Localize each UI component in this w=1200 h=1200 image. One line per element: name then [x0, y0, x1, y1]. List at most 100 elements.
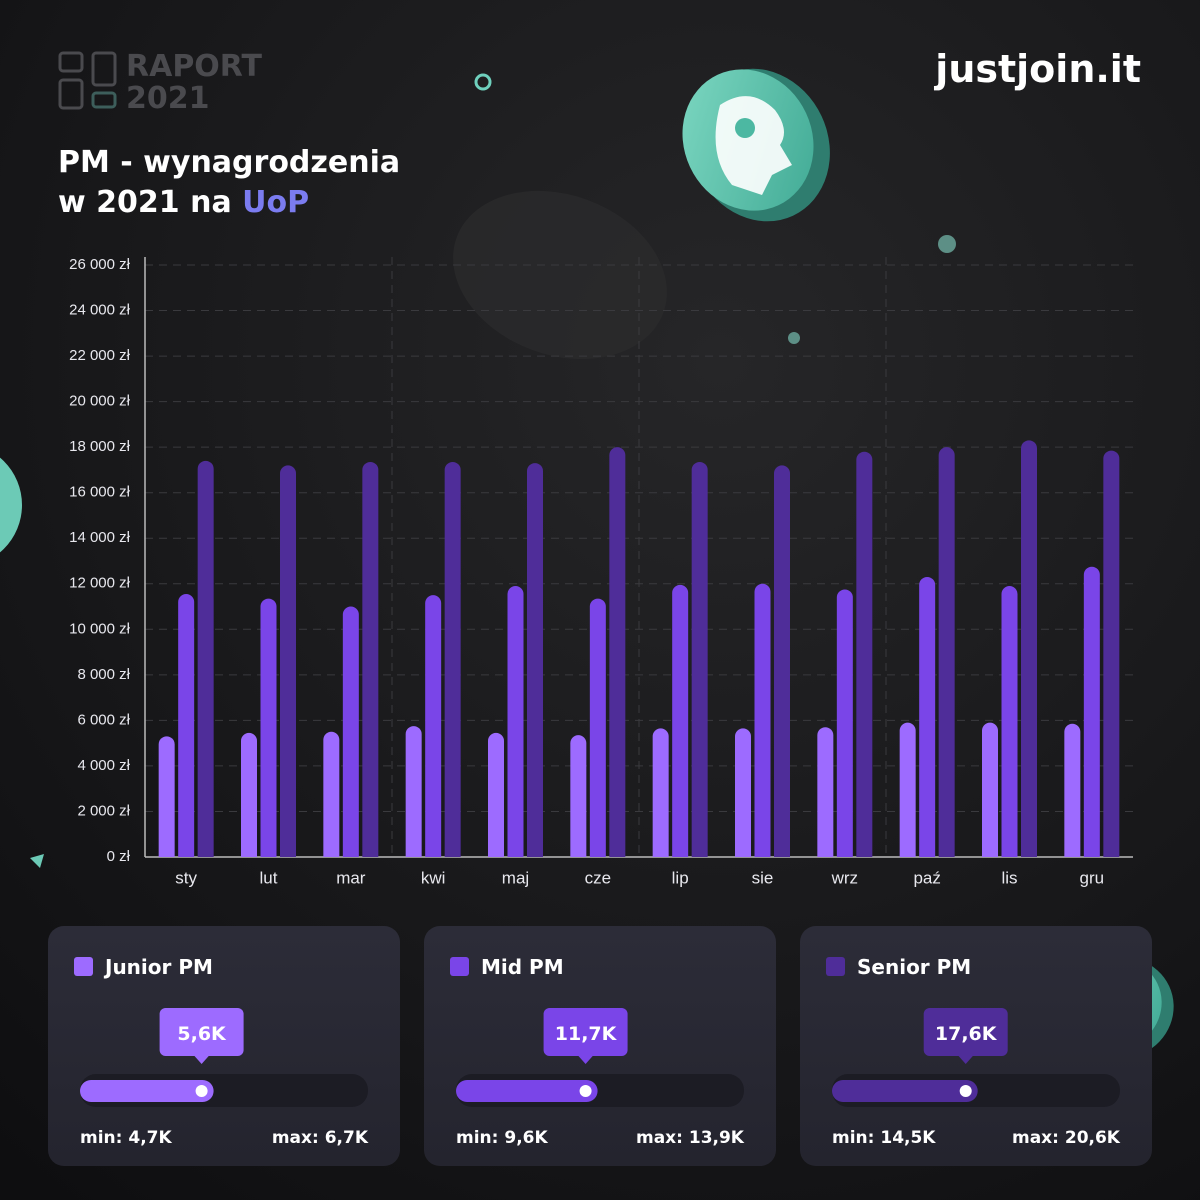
legend-label: Mid PM — [481, 955, 564, 979]
max-label: max: 6,7K — [272, 1128, 369, 1148]
bar — [856, 451, 873, 857]
x-tick-label: maj — [502, 868, 529, 887]
bar — [342, 606, 359, 857]
slider-knob — [959, 1085, 972, 1097]
bar — [754, 583, 771, 857]
legend-swatch — [826, 957, 845, 976]
y-tick-label: 26 000 zł — [69, 256, 131, 273]
slider-fill — [832, 1080, 978, 1102]
bar — [323, 731, 340, 857]
report-logo — [58, 51, 117, 110]
x-tick-label: wrz — [831, 868, 858, 887]
bar — [938, 447, 955, 857]
x-tick-label: lis — [1001, 868, 1017, 887]
bar — [836, 589, 853, 857]
y-tick-label: 20 000 zł — [69, 393, 131, 410]
bar — [1083, 566, 1100, 857]
bar — [158, 736, 175, 857]
bar — [507, 586, 524, 857]
subtitle-text: w 2021 na — [58, 185, 232, 220]
bar — [197, 460, 214, 857]
value-bubble-pointer — [577, 1055, 594, 1064]
bar — [609, 447, 626, 857]
report-label: RAPORT — [126, 49, 263, 84]
slider-knob — [195, 1085, 208, 1097]
bar — [527, 463, 543, 857]
bar — [570, 735, 587, 857]
y-tick-label: 8 000 zł — [77, 666, 130, 683]
bar — [488, 732, 504, 857]
x-tick-label: lip — [672, 868, 689, 887]
bar — [260, 598, 277, 857]
chart: 0 zł 2 000 zł 4 000 zł 6 000 zł 8 000 zł 10 0… — [69, 256, 1133, 887]
bar — [982, 722, 998, 857]
bar — [774, 465, 790, 857]
x-tick-label: sie — [752, 868, 774, 887]
min-label: min: 9,6K — [456, 1128, 548, 1148]
y-tick-label: 16 000 zł — [69, 484, 131, 501]
bar — [919, 576, 936, 857]
bar — [362, 461, 379, 857]
bar — [735, 728, 751, 857]
max-label: max: 13,9K — [636, 1128, 745, 1148]
report-year: 2021 — [126, 81, 210, 116]
legend-label: Junior PM — [103, 955, 213, 979]
min-label: min: 4,7K — [80, 1128, 172, 1148]
bar — [444, 461, 461, 857]
bar — [1001, 586, 1018, 857]
value-label: 5,6K — [177, 1023, 227, 1045]
bar — [178, 594, 195, 857]
y-tick-label: 2 000 zł — [77, 802, 130, 819]
cards: Junior PM 5,6K min: 4,7K max: 6,7K Mid PM 11,… — [48, 926, 1152, 1166]
value-bubble-pointer — [193, 1055, 210, 1064]
y-tick-label: 18 000 zł — [69, 438, 131, 455]
x-tick-label: mar — [336, 868, 366, 887]
y-tick-label: 0 zł — [107, 848, 131, 865]
subtitle-highlight: UoP — [242, 185, 309, 220]
x-tick-label: gru — [1080, 868, 1105, 887]
bar — [672, 584, 689, 857]
bar — [899, 722, 916, 857]
bar — [241, 732, 257, 857]
slider-knob — [579, 1085, 592, 1097]
value-bubble — [159, 1008, 244, 1056]
chart-subtitle: w 2021 na UoP — [58, 185, 309, 220]
bar — [691, 461, 708, 857]
x-tick-label: cze — [585, 868, 611, 887]
y-tick-label: 4 000 zł — [77, 757, 130, 774]
value-bubble — [923, 1008, 1008, 1056]
x-tick-label: paź — [913, 868, 940, 887]
legend-swatch — [74, 957, 93, 976]
y-tick-label: 10 000 zł — [69, 620, 131, 637]
bar — [589, 598, 606, 857]
max-label: max: 20,6K — [1012, 1128, 1121, 1148]
min-label: min: 14,5K — [832, 1128, 936, 1148]
bar — [652, 728, 669, 857]
bar — [1064, 723, 1081, 857]
y-tick-label: 14 000 zł — [69, 529, 131, 546]
x-tick-label: kwi — [421, 868, 446, 887]
brand: justjoin.it — [933, 47, 1141, 91]
value-label: 11,7K — [555, 1023, 618, 1045]
legend-label: Senior PM — [857, 955, 971, 979]
y-tick-label: 24 000 zł — [69, 302, 131, 319]
bar — [280, 465, 296, 857]
bar — [1021, 440, 1037, 857]
y-tick-label: 12 000 zł — [69, 575, 131, 592]
y-tick-label: 6 000 zł — [77, 711, 130, 728]
slider-fill — [80, 1080, 214, 1102]
y-tick-label: 22 000 zł — [69, 347, 131, 364]
bar — [817, 727, 834, 857]
value-label: 17,6K — [935, 1023, 998, 1045]
x-tick-label: lut — [260, 868, 278, 887]
slider-fill — [456, 1080, 598, 1102]
value-bubble — [543, 1008, 628, 1056]
value-bubble-pointer — [957, 1055, 974, 1064]
bar — [1103, 450, 1120, 857]
x-tick-label: sty — [175, 868, 197, 887]
bar — [405, 726, 422, 857]
legend-swatch — [450, 957, 469, 976]
bar — [425, 595, 442, 857]
chart-title: PM - wynagrodzenia — [58, 145, 400, 180]
